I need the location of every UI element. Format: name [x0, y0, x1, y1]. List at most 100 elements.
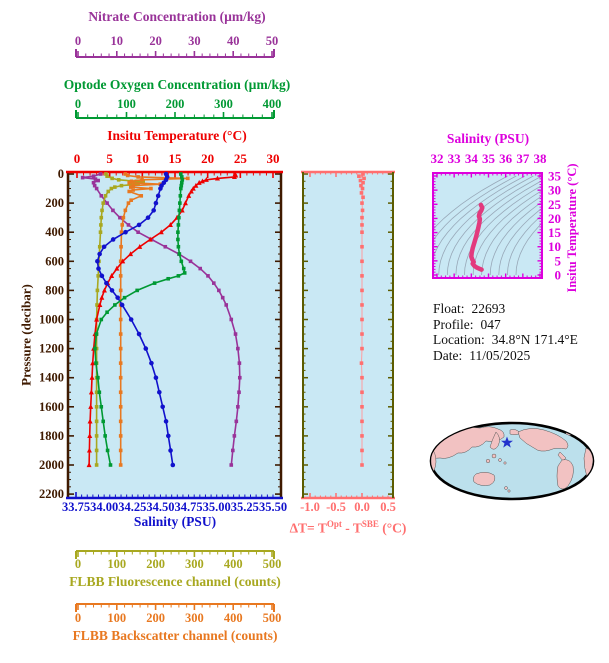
temperature-tick-label: 20	[201, 151, 214, 166]
pressure-tick-label: 1200	[39, 342, 64, 356]
series-backscatter	[118, 172, 190, 467]
float-id-line: Float: 22693	[433, 301, 578, 317]
backscatter-tick-label: 400	[224, 611, 243, 625]
fluorescence-tick-label: 300	[185, 557, 204, 571]
profile-number-line: Profile: 047	[433, 317, 578, 333]
fluorescence-tick-label: 500	[263, 557, 282, 571]
pressure-tick-label: 600	[45, 254, 64, 268]
ts-plot-area	[433, 173, 542, 278]
series-salinity	[95, 171, 176, 468]
float-location-star-icon	[501, 436, 513, 448]
salinity-tick-label: 35.25	[231, 500, 259, 514]
delta-t-title-mid: - T	[341, 520, 362, 536]
backscatter-axis-title: FLBB Backscatter channel (counts)	[72, 628, 278, 643]
salinity-tick-label: 34.75	[175, 500, 203, 514]
ts-salinity-axis-title: Salinity (PSU)	[446, 131, 530, 146]
temperature-tick-label: 15	[169, 151, 183, 166]
ts-salinity-tick-label: 32	[431, 151, 444, 166]
nitrate-tick-label: 10	[111, 34, 124, 48]
map-land	[431, 426, 593, 493]
nitrate-tick-label: 0	[75, 34, 81, 48]
date-line: Date: 11/05/2025	[433, 348, 578, 364]
salinity-tick-label: 34.00	[90, 500, 118, 514]
nitrate-tick-label: 50	[266, 34, 279, 48]
profile-number-label: Profile:	[433, 316, 474, 332]
pressure-tick-label: 2200	[39, 487, 64, 501]
temperature-axis-title: Insitu Temperature (°C)	[107, 128, 247, 143]
temperature-tick-label: 10	[136, 151, 149, 166]
date-value: 11/05/2025	[469, 347, 531, 363]
profile-plot-area	[68, 172, 281, 498]
backscatter-tick-label: 500	[263, 611, 282, 625]
nitrate-tick-label: 40	[227, 34, 240, 48]
oxygen-tick-label: 300	[214, 97, 233, 111]
oxygen-axis-title: Optode Oxygen Concentration (µm/kg)	[63, 77, 291, 92]
nitrate-tick-label: 20	[149, 34, 162, 48]
ts-temperature-tick-label: 5	[555, 253, 562, 268]
backscatter-tick-label: 0	[75, 611, 81, 625]
salinity-tick-label: 33.75	[62, 500, 90, 514]
pressure-tick-label: 2000	[39, 458, 64, 472]
oxygen-tick-label: 100	[117, 97, 136, 111]
ts-temperature-tick-label: 20	[548, 211, 561, 226]
fluorescence-tick-label: 200	[146, 557, 165, 571]
location-label: Location:	[433, 332, 485, 347]
oxygen-tick-label: 200	[166, 97, 185, 111]
fluorescence-tick-label: 100	[107, 557, 126, 571]
pressure-tick-label: 1000	[39, 313, 64, 327]
ts-temperature-tick-label: 15	[548, 225, 562, 240]
pressure-tick-label: 1400	[39, 371, 64, 385]
pressure-tick-label: 800	[45, 283, 64, 297]
salinity-tick-label: 34.50	[146, 500, 174, 514]
pressure-tick-label: 1800	[39, 429, 64, 443]
temperature-tick-label: 25	[234, 151, 248, 166]
temperature-tick-label: 5	[106, 151, 113, 166]
ts-temperature-tick-label: 25	[548, 197, 562, 212]
series-ts-profile	[469, 202, 485, 272]
float-id-value: 22693	[471, 301, 506, 316]
ts-salinity-tick-label: 37	[516, 151, 530, 166]
delta-t-tick-label: 0.0	[354, 500, 370, 514]
series-delta-t	[357, 172, 366, 467]
ts-temperature-tick-label: 10	[548, 239, 561, 254]
fluorescence-tick-label: 400	[224, 557, 243, 571]
salinity-tick-label: 35.50	[259, 500, 287, 514]
oxygen-tick-label: 0	[75, 97, 81, 111]
series-nitrate	[80, 172, 242, 467]
delta-t-title-sup2: SBE	[361, 519, 379, 529]
ts-temperature-tick-label: 35	[548, 169, 562, 184]
ts-temperature-tick-label: 30	[548, 183, 561, 198]
nitrate-tick-label: 30	[188, 34, 201, 48]
backscatter-tick-label: 200	[146, 611, 165, 625]
float-info-panel: Float: 22693 Profile: 047 Location: 34.8°N …	[433, 301, 578, 363]
backscatter-tick-label: 100	[107, 611, 126, 625]
backscatter-tick-label: 300	[185, 611, 204, 625]
ts-salinity-tick-label: 35	[482, 151, 496, 166]
delta-t-title-prefix: ΔT= T	[289, 520, 327, 536]
ts-temperature-tick-label: 0	[555, 268, 562, 283]
delta-t-title-sup1: Opt	[326, 519, 342, 529]
pressure-tick-label: 1600	[39, 400, 64, 414]
float-id-label: Float:	[433, 301, 465, 316]
pressure-tick-label: 200	[45, 196, 64, 210]
ts-salinity-tick-label: 36	[499, 151, 513, 166]
delta-t-title-suffix: (°C)	[378, 520, 407, 536]
ts-salinity-tick-label: 38	[534, 151, 548, 166]
location-value: 34.8°N 171.4°E	[491, 332, 578, 347]
delta-t-axis-title: ΔT= TOpt - TSBE (°C)	[290, 520, 407, 535]
date-label: Date:	[433, 347, 463, 363]
nitrate-axis-title: Nitrate Concentration (µm/kg)	[88, 9, 266, 24]
fluorescence-tick-label: 0	[75, 557, 81, 571]
temperature-tick-label: 0	[74, 151, 81, 166]
delta-t-tick-label: -0.5	[326, 500, 346, 514]
delta-t-tick-label: -1.0	[300, 500, 320, 514]
ts-salinity-tick-label: 33	[448, 151, 462, 166]
temperature-tick-label: 30	[267, 151, 280, 166]
salinity-tick-label: 34.25	[118, 500, 146, 514]
ts-frame	[432, 172, 543, 279]
delta-t-tick-label: 0.5	[380, 500, 396, 514]
oxygen-tick-label: 400	[263, 97, 282, 111]
